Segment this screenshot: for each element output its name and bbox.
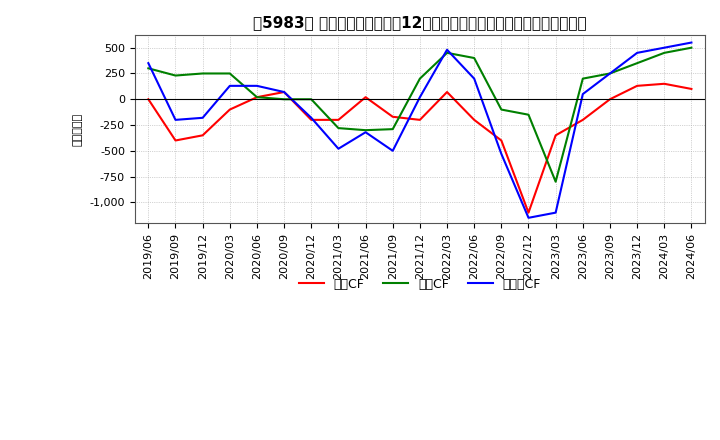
フリーCF [280, 89, 289, 95]
Line: 投資CF: 投資CF [148, 48, 691, 182]
投資CF [470, 55, 479, 61]
フリーCF [497, 151, 505, 157]
Line: フリーCF: フリーCF [148, 43, 691, 218]
フリーCF [660, 45, 669, 50]
投資CF [198, 71, 207, 76]
フリーCF [171, 117, 180, 122]
Title: 【5983】 キャッシュフローの12か月移動合計の対前年同期増減額の推移: 【5983】 キャッシュフローの12か月移動合計の対前年同期増減額の推移 [253, 15, 587, 30]
投資CF [552, 179, 560, 184]
フリーCF [578, 92, 587, 97]
投資CF [443, 50, 451, 55]
投資CF [497, 107, 505, 112]
投資CF [687, 45, 696, 50]
投資CF [253, 95, 261, 100]
営業CF [144, 97, 153, 102]
営業CF [171, 138, 180, 143]
フリーCF [470, 76, 479, 81]
フリーCF [144, 61, 153, 66]
投資CF [171, 73, 180, 78]
投資CF [633, 61, 642, 66]
フリーCF [225, 83, 234, 88]
Line: 営業CF: 営業CF [148, 84, 691, 213]
投資CF [280, 97, 289, 102]
投資CF [388, 127, 397, 132]
営業CF [633, 83, 642, 88]
投資CF [307, 97, 315, 102]
営業CF [334, 117, 343, 122]
営業CF [280, 89, 289, 95]
フリーCF [388, 148, 397, 154]
営業CF [524, 210, 533, 215]
営業CF [253, 95, 261, 100]
フリーCF [443, 47, 451, 52]
フリーCF [633, 50, 642, 55]
営業CF [307, 117, 315, 122]
投資CF [144, 66, 153, 71]
営業CF [470, 117, 479, 122]
営業CF [606, 97, 614, 102]
フリーCF [687, 40, 696, 45]
営業CF [552, 133, 560, 138]
フリーCF [361, 130, 370, 135]
フリーCF [415, 95, 424, 100]
投資CF [334, 125, 343, 131]
Y-axis label: （百万円）: （百万円） [73, 113, 83, 146]
フリーCF [606, 71, 614, 76]
投資CF [361, 128, 370, 133]
営業CF [497, 138, 505, 143]
営業CF [198, 133, 207, 138]
営業CF [388, 114, 397, 119]
営業CF [415, 117, 424, 122]
フリーCF [524, 215, 533, 220]
フリーCF [334, 146, 343, 151]
投資CF [660, 50, 669, 55]
投資CF [225, 71, 234, 76]
営業CF [225, 107, 234, 112]
フリーCF [307, 115, 315, 121]
営業CF [443, 89, 451, 95]
営業CF [361, 95, 370, 100]
投資CF [524, 112, 533, 117]
フリーCF [198, 115, 207, 121]
Legend: 営業CF, 投資CF, フリーCF: 営業CF, 投資CF, フリーCF [294, 272, 546, 296]
フリーCF [552, 210, 560, 215]
投資CF [415, 76, 424, 81]
営業CF [578, 117, 587, 122]
投資CF [606, 71, 614, 76]
営業CF [687, 86, 696, 92]
投資CF [578, 76, 587, 81]
フリーCF [253, 83, 261, 88]
営業CF [660, 81, 669, 86]
